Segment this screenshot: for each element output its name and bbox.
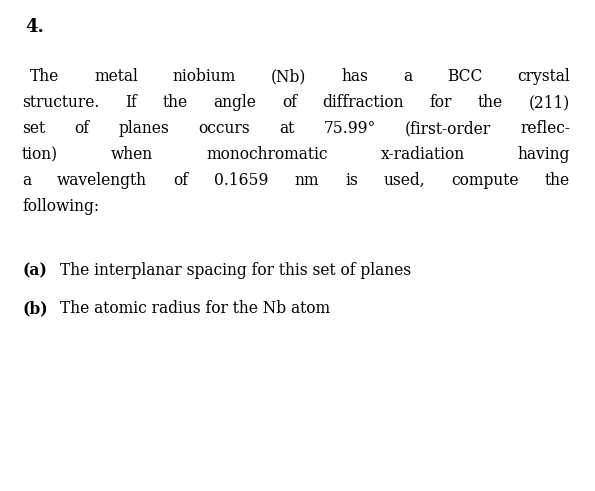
- Text: The atomic radius for the Nb atom: The atomic radius for the Nb atom: [60, 300, 330, 317]
- Text: of: of: [74, 120, 89, 137]
- Text: tion): tion): [22, 146, 58, 163]
- Text: (Nb): (Nb): [271, 68, 306, 85]
- Text: The: The: [30, 68, 60, 85]
- Text: the: the: [478, 94, 503, 111]
- Text: (211): (211): [529, 94, 570, 111]
- Text: used,: used,: [384, 172, 425, 189]
- Text: a: a: [403, 68, 412, 85]
- Text: (a): (a): [22, 262, 47, 279]
- Text: is: is: [345, 172, 358, 189]
- Text: BCC: BCC: [447, 68, 483, 85]
- Text: 0.1659: 0.1659: [214, 172, 268, 189]
- Text: crystal: crystal: [517, 68, 570, 85]
- Text: 75.99°: 75.99°: [323, 120, 375, 137]
- Text: the: the: [162, 94, 187, 111]
- Text: niobium: niobium: [173, 68, 236, 85]
- Text: the: the: [545, 172, 570, 189]
- Text: (first-order: (first-order: [405, 120, 491, 137]
- Text: diffraction: diffraction: [322, 94, 404, 111]
- Text: 4.: 4.: [25, 18, 44, 36]
- Text: (b): (b): [22, 300, 48, 317]
- Text: a: a: [22, 172, 31, 189]
- Text: The interplanar spacing for this set of planes: The interplanar spacing for this set of …: [60, 262, 411, 279]
- Text: metal: metal: [94, 68, 138, 85]
- Text: monochromatic: monochromatic: [206, 146, 328, 163]
- Text: planes: planes: [118, 120, 169, 137]
- Text: structure.: structure.: [22, 94, 99, 111]
- Text: following:: following:: [22, 198, 99, 215]
- Text: has: has: [342, 68, 368, 85]
- Text: at: at: [279, 120, 295, 137]
- Text: angle: angle: [214, 94, 256, 111]
- Text: of: of: [282, 94, 297, 111]
- Text: reflec-: reflec-: [520, 120, 570, 137]
- Text: when: when: [111, 146, 153, 163]
- Text: set: set: [22, 120, 45, 137]
- Text: If: If: [125, 94, 137, 111]
- Text: having: having: [518, 146, 570, 163]
- Text: compute: compute: [452, 172, 519, 189]
- Text: x-radiation: x-radiation: [381, 146, 465, 163]
- Text: of: of: [173, 172, 188, 189]
- Text: occurs: occurs: [198, 120, 250, 137]
- Text: nm: nm: [295, 172, 319, 189]
- Text: wavelength: wavelength: [57, 172, 147, 189]
- Text: for: for: [430, 94, 452, 111]
